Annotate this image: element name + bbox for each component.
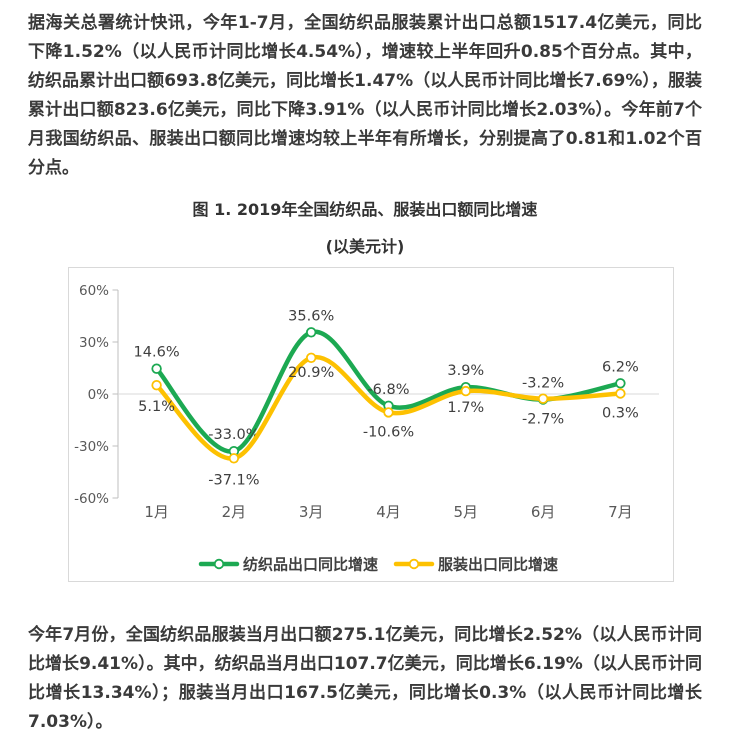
x-tick-label-6: 7月 (608, 503, 633, 521)
data-label-1-4: 1.7% (447, 400, 484, 416)
line-chart-svg: 60% 30% 0% -30% -60% 14.6% -33.0% 35.6% -6.8% 3.9… (74, 283, 659, 574)
x-tick-label-0: 1月 (144, 503, 169, 521)
y-tick-label: 60% (79, 283, 109, 299)
figure-title: 图 1. 2019年全国纺织品、服装出口额同比增速 (192, 200, 538, 219)
data-label-0-1: -33.0% (208, 427, 259, 443)
paragraph-cumulative-summary: 据海关总署统计快讯，今年1-7月，全国纺织品服装累计出口总额1517.4亿美元，… (28, 13, 702, 178)
legend-marker-0 (213, 558, 225, 570)
y-tick-label: -30% (74, 439, 109, 455)
data-label-1-3: -10.6% (363, 424, 414, 440)
data-label-1-2: 20.9% (288, 365, 334, 381)
y-axis: 60% 30% 0% -30% -60% (74, 283, 119, 507)
data-label-0-4: 3.9% (447, 363, 484, 379)
series-0-marker-6 (615, 378, 626, 389)
series-1-marker-6 (615, 388, 626, 399)
legend-label-0: 纺织品出口同比增速 (243, 556, 378, 574)
series-1-marker-0 (151, 379, 162, 391)
x-tick-label-1: 2月 (222, 503, 247, 521)
chart-legend: 纺织品出口同比增速 服装出口同比增速 (198, 556, 558, 574)
series-1-marker-3 (383, 407, 394, 418)
series-1-marker-5 (537, 393, 549, 404)
paragraph-july-summary: 今年7月份，全国纺织品服装当月出口额275.1亿美元，同比增长2.52%（以人民… (28, 625, 702, 732)
x-axis-labels: 1月 2月 3月 4月 5月 6月 7月 (144, 503, 632, 521)
series-0-marker-2 (305, 327, 317, 338)
series-1: 5.1% -37.1% 20.9% -10.6% 1.7% -2.7% 0.3% (138, 352, 639, 488)
x-tick-label-5: 6月 (531, 503, 556, 521)
figure-chart-container: 60% 30% 0% -30% -60% 14.6% -33.0% 35.6% -6.8% 3.9… (68, 267, 674, 582)
x-tick-label-3: 4月 (376, 503, 401, 521)
data-label-0-2: 35.6% (288, 308, 334, 324)
y-tick-label: 0% (88, 387, 110, 403)
y-tick-label: 30% (79, 335, 109, 351)
legend-label-1: 服装出口同比增速 (438, 556, 558, 574)
figure-subtitle: (以美元计) (325, 237, 405, 256)
x-tick-label-4: 5月 (454, 503, 479, 521)
data-label-1-0: 5.1% (138, 399, 175, 415)
series-0-marker-0 (151, 363, 162, 374)
series-1-marker-1 (228, 453, 240, 464)
data-label-0-6: 6.2% (602, 359, 639, 375)
x-tick-label-2: 3月 (299, 503, 324, 521)
data-label-0-3: -6.8% (367, 382, 409, 398)
data-label-1-6: 0.3% (602, 406, 639, 422)
data-label-0-0: 14.6% (134, 345, 180, 361)
legend-marker-1 (408, 558, 420, 570)
data-label-1-5: -2.7% (522, 412, 564, 428)
data-label-0-5: -3.2% (522, 376, 564, 392)
data-label-1-1: -37.1% (208, 472, 259, 488)
series-1-marker-4 (460, 385, 472, 397)
series-1-marker-2 (305, 352, 317, 364)
y-tick-label: -60% (74, 491, 109, 507)
